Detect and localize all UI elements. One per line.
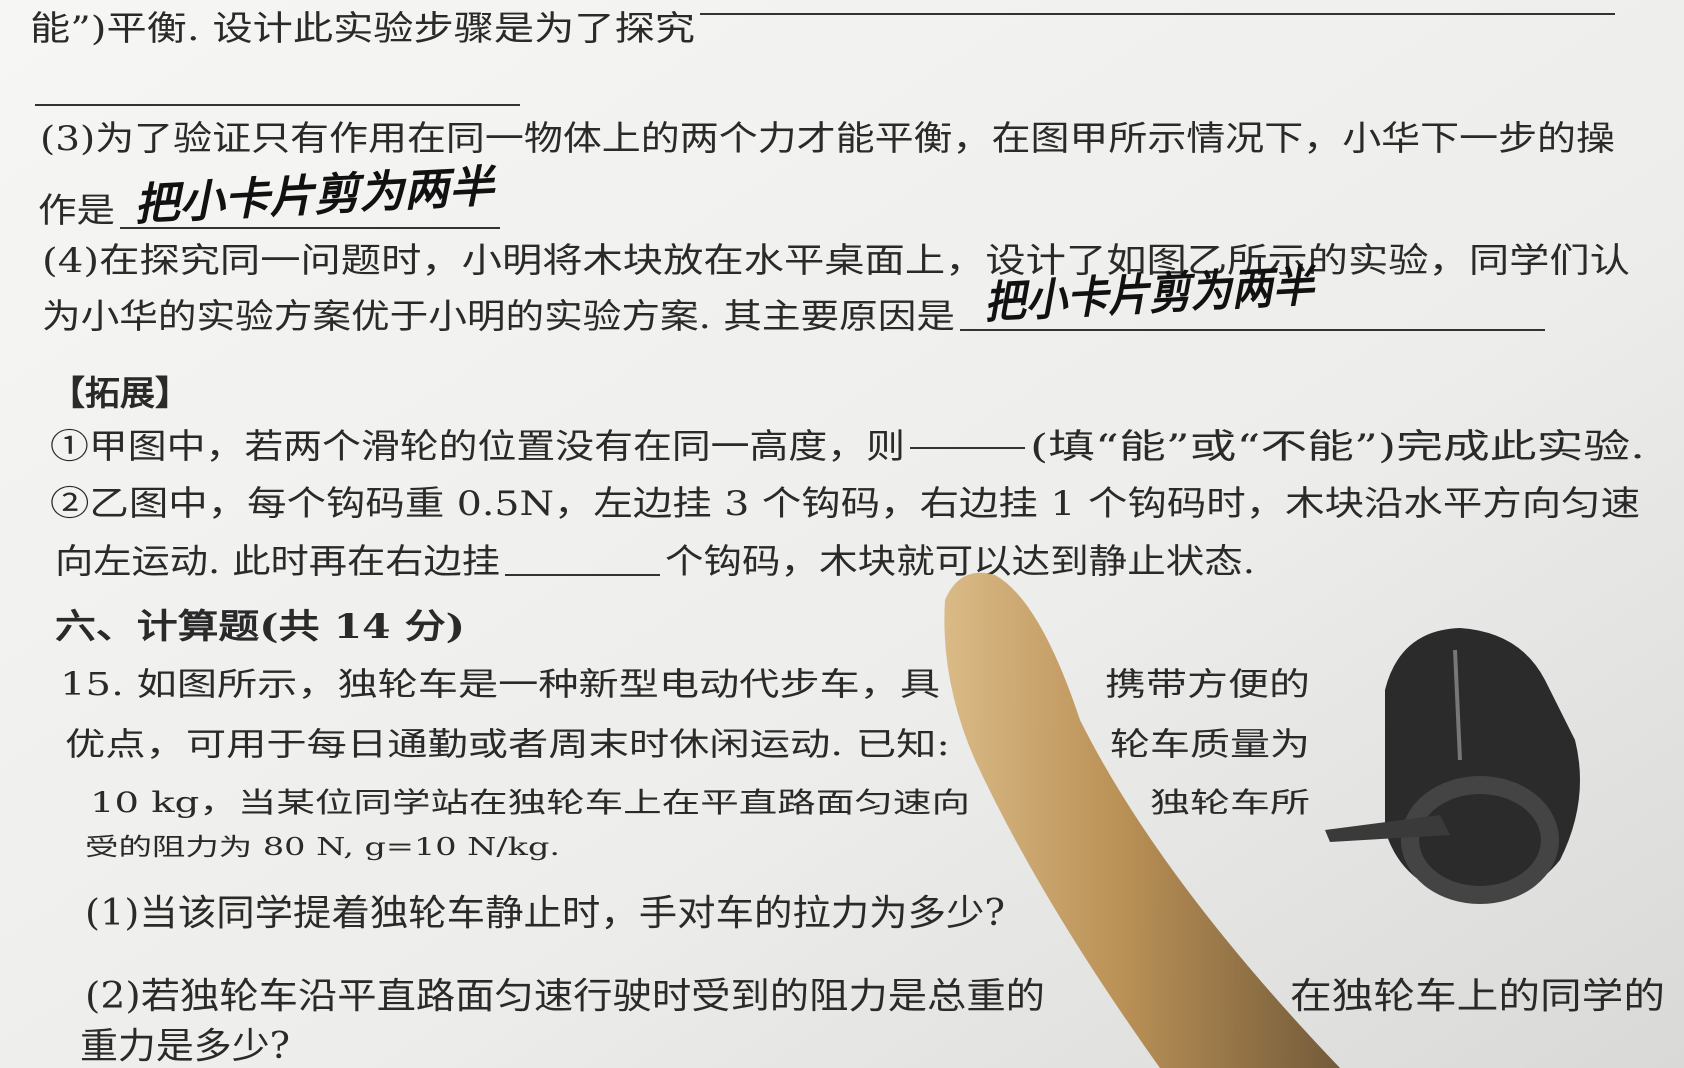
text-line: 向左运动. 此时再在右边挂 bbox=[55, 542, 500, 582]
text-line: 作是 bbox=[38, 191, 115, 231]
text-line: 六、计算题(共 14 分) bbox=[55, 607, 465, 647]
text-line: 为小华的实验方案优于小明的实验方案. 其主要原因是 bbox=[42, 297, 955, 337]
text-line: 能”)平衡. 设计此实验步骤是为了探究 bbox=[30, 9, 695, 49]
text-line: (1)当该同学提着独轮车静止时，手对车的拉力为多少? bbox=[85, 893, 1005, 934]
finger bbox=[944, 572, 1340, 1068]
text-line: ①甲图中，若两个滑轮的位置没有在同一高度，则 bbox=[50, 427, 905, 467]
text-line: 10 kg，当某位同学站在独轮车上在平直路面匀速向 bbox=[90, 786, 970, 819]
text-line: 独轮车所 bbox=[1150, 786, 1310, 819]
text-line: ②乙图中，每个钩码重 0.5N，左边挂 3 个钩码，右边挂 1 个钩码时，木块沿… bbox=[50, 484, 1640, 524]
text-line: (4)在探究同一问题时，小明将木块放在水平桌面上，设计了如图乙所示的实验，同学们… bbox=[42, 241, 1630, 281]
answer-lines bbox=[35, 13, 1615, 576]
text-line: 在独轮车上的同学的 bbox=[1290, 976, 1665, 1017]
text-line: 15. 如图所示，独轮车是一种新型电动代步车，具 bbox=[60, 665, 940, 703]
text-line: 携带方便的 bbox=[1105, 665, 1310, 703]
unicycle-image bbox=[1325, 628, 1580, 904]
text-line: 优点，可用于每日通勤或者周末时休闲运动. 已知: bbox=[65, 725, 950, 763]
text-line: 个钩码，木块就可以达到静止状态. bbox=[665, 542, 1255, 582]
text-line: 【拓展】 bbox=[50, 374, 190, 414]
text-line: 受的阻力为 80 N, g=10 N/kg. bbox=[85, 833, 560, 861]
text-line: 重力是多少? bbox=[80, 1026, 290, 1067]
text-line: (3)为了验证只有作用在同一物体上的两个力才能平衡，在图甲所示情况下，小华下一步… bbox=[40, 119, 1615, 159]
text-line: 轮车质量为 bbox=[1110, 725, 1310, 763]
text-line: (2)若独轮车沿平直路面匀速行驶时受到的阻力是总重的 bbox=[85, 976, 1045, 1017]
text-line: (填“能”或“不能”)完成此实验. bbox=[1030, 427, 1645, 467]
